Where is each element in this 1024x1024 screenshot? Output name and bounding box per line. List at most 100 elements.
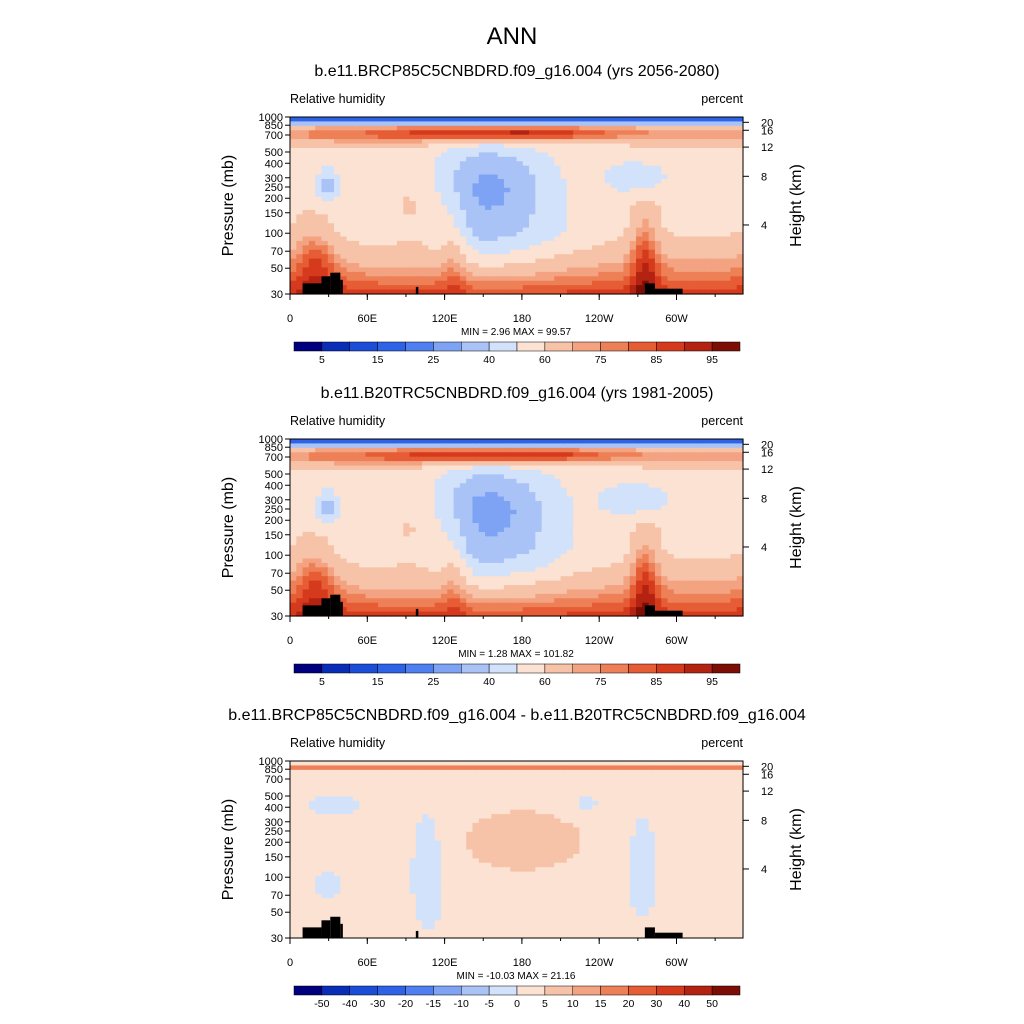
field-cell — [686, 474, 694, 480]
field-cell — [535, 205, 543, 211]
field-cell — [441, 161, 448, 167]
field-cell — [441, 554, 448, 560]
field-cell — [359, 161, 367, 167]
field-cell — [730, 263, 738, 269]
field-cell — [384, 285, 392, 291]
field-cell — [384, 500, 392, 506]
field-cell — [422, 245, 430, 251]
y-tick-label: 700 — [265, 130, 283, 142]
field-cell — [629, 523, 637, 529]
field-cell — [378, 478, 385, 484]
field-cell — [365, 245, 373, 251]
field-cell — [434, 134, 442, 140]
field-cell — [327, 545, 335, 551]
field-cell — [642, 276, 650, 282]
field-cell — [510, 178, 518, 184]
field-cell — [636, 165, 643, 171]
y-tick-label: 400 — [265, 158, 283, 170]
field-cell — [315, 527, 323, 533]
field-cell — [730, 527, 738, 533]
field-cell — [428, 487, 436, 493]
field-cell — [390, 117, 398, 123]
field-cell — [573, 130, 581, 136]
field-cell — [472, 209, 480, 215]
field-cell — [308, 174, 316, 180]
field-cell — [673, 152, 681, 158]
field-cell — [390, 214, 398, 220]
field-cell — [302, 469, 310, 475]
field-cell — [403, 483, 411, 489]
field-cell — [604, 465, 612, 471]
field-cell — [579, 130, 587, 136]
field-cell — [648, 183, 656, 189]
field-cell — [529, 271, 536, 277]
field-cell — [497, 209, 505, 215]
field-cell — [573, 134, 581, 140]
field-cell — [422, 492, 430, 498]
field-cell — [604, 218, 612, 224]
field-cell — [302, 134, 310, 140]
field-cell — [472, 527, 480, 533]
field-cell — [497, 514, 505, 520]
field-cell — [434, 232, 442, 238]
field-cell — [290, 271, 297, 277]
field-cell — [503, 152, 511, 158]
field-cell — [352, 263, 360, 269]
field-cell — [415, 125, 423, 131]
field-cell — [409, 249, 417, 255]
field-cell — [522, 187, 530, 193]
field-cell — [636, 558, 643, 564]
field-cell — [667, 500, 675, 506]
field-cell — [717, 280, 725, 286]
field-cell — [629, 134, 637, 140]
field-cell — [736, 218, 744, 224]
field-cell — [315, 443, 323, 449]
field-cell — [661, 152, 669, 158]
field-cell — [466, 240, 474, 246]
field-cell — [352, 187, 360, 193]
field-cell — [453, 545, 461, 551]
field-cell — [535, 478, 543, 484]
field-cell — [711, 280, 719, 286]
field-cell — [585, 187, 593, 193]
field-cell — [365, 130, 373, 136]
field-cell — [648, 147, 656, 153]
field-cell — [472, 121, 480, 127]
field-cell — [308, 192, 316, 198]
field-cell — [629, 227, 637, 233]
field-cell — [724, 245, 732, 251]
field-cell — [510, 152, 518, 158]
field-cell — [497, 258, 505, 264]
field-cell — [334, 254, 341, 260]
field-cell — [617, 536, 625, 542]
field-cell — [290, 165, 297, 171]
field-cell — [566, 540, 574, 546]
field-cell — [315, 280, 323, 286]
field-cell — [497, 452, 505, 458]
field-cell — [296, 196, 304, 202]
topography-block — [330, 272, 341, 294]
field-cell — [359, 139, 367, 145]
field-cell — [422, 209, 430, 215]
field-cell — [617, 469, 625, 475]
field-cell — [434, 285, 442, 291]
field-cell — [308, 218, 316, 224]
field-cell — [724, 496, 732, 502]
field-cell — [334, 156, 341, 162]
field-cell — [629, 196, 637, 202]
field-cell — [321, 483, 329, 489]
field-cell — [308, 469, 316, 475]
field-cell — [648, 165, 656, 171]
field-cell — [529, 223, 536, 229]
field-cell — [340, 456, 348, 462]
field-cell — [403, 456, 411, 462]
field-cell — [434, 474, 442, 480]
field-cell — [390, 487, 398, 493]
field-cell — [359, 536, 367, 542]
field-cell — [623, 505, 631, 511]
field-cell — [661, 496, 669, 502]
field-cell — [692, 143, 700, 149]
field-cell — [636, 214, 643, 220]
field-cell — [579, 209, 587, 215]
field-cell — [459, 456, 467, 462]
